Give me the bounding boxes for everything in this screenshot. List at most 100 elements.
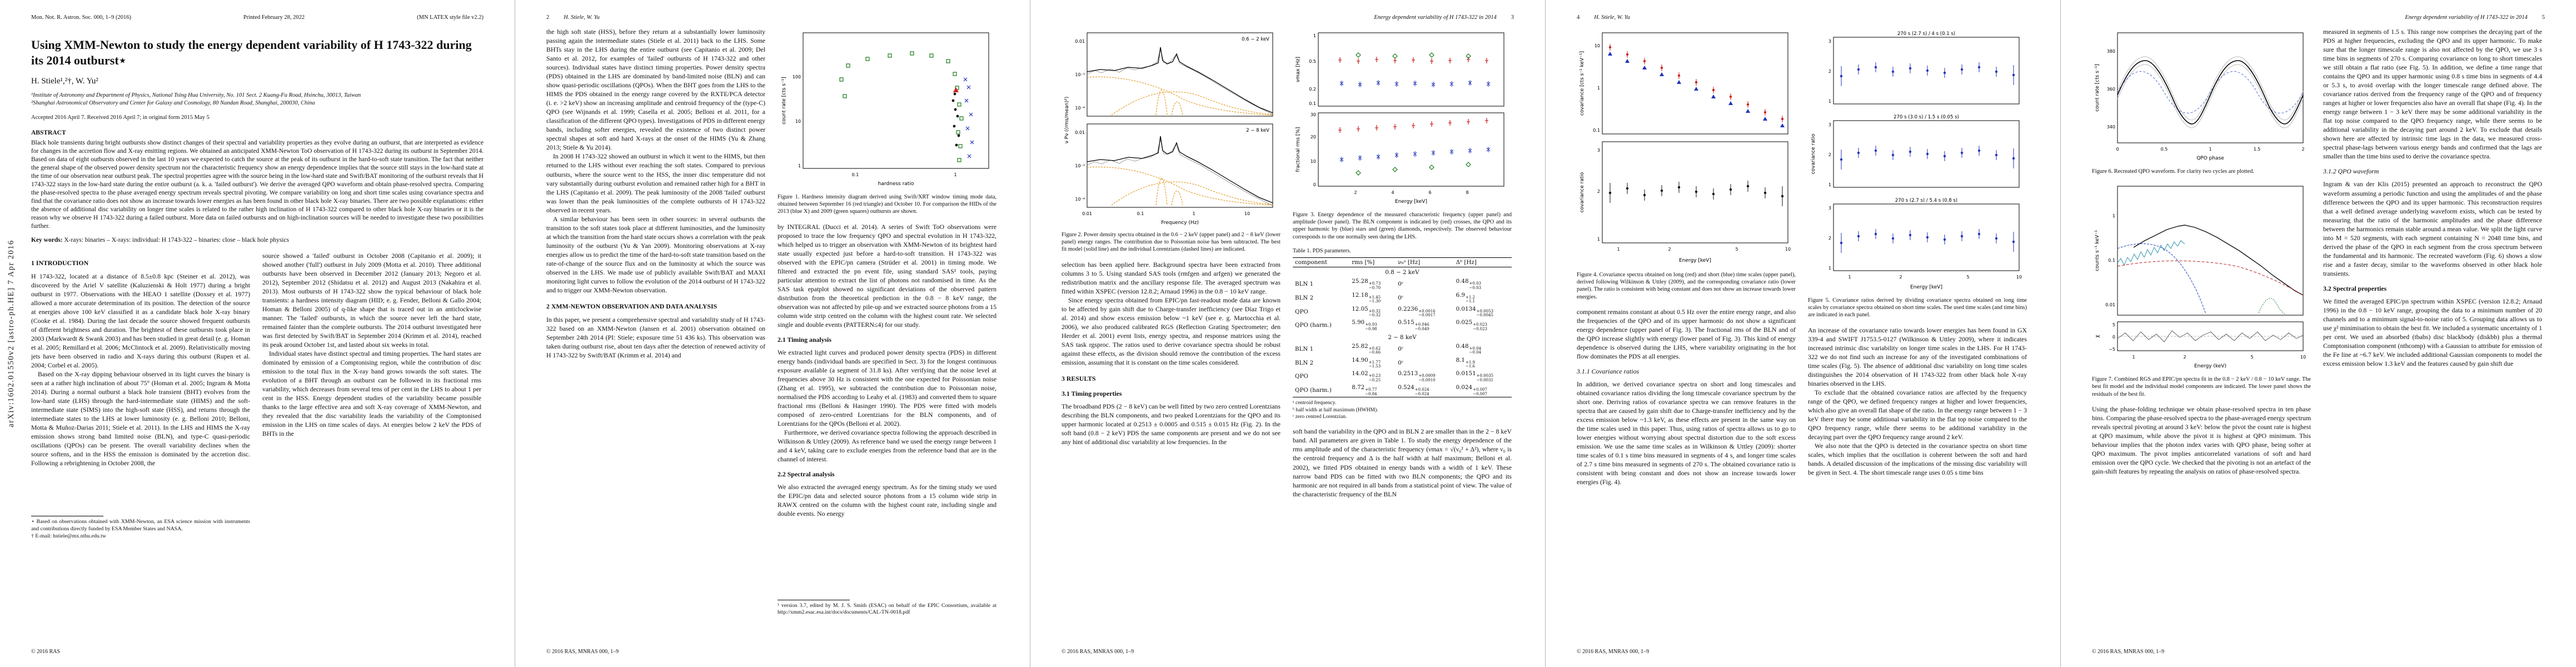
tick-label: 10 bbox=[2016, 275, 2022, 280]
tick-label: 1.5 bbox=[2254, 147, 2261, 152]
ratio-points-3 bbox=[1840, 232, 2015, 245]
tick-label: 1 bbox=[1828, 182, 1831, 187]
waveform-total bbox=[2117, 60, 2304, 125]
running-head: 4 H. Stiele, W. Yu bbox=[1577, 14, 2029, 21]
page-footer: © 2016 RAS, MNRAS 000, 1–9 bbox=[1062, 649, 1134, 655]
figure-7-plot: 1 0.1 0.01 5 0 −5 1 2 5 10 Energy (keV) … bbox=[2095, 186, 2306, 369]
body-paragraph: Furthermore, we derived covariance spect… bbox=[778, 429, 996, 464]
tick-label: 1 bbox=[2209, 147, 2211, 152]
x-axis-label: Energy [keV] bbox=[1910, 285, 1942, 290]
body-paragraph: Since energy spectra obtained from EPIC/… bbox=[1062, 296, 1280, 366]
tick-label: 1 bbox=[1192, 211, 1195, 216]
page-3: Energy dependent variability of H 1743-3… bbox=[1030, 0, 1546, 667]
tick-label: 2 bbox=[1354, 190, 1357, 195]
figure-4-plot: 10 1 0.1 3 2 1 1 2 5 10 Energy [keV] cov… bbox=[1580, 32, 1791, 263]
ratio-errorbars-1 bbox=[1841, 62, 2014, 86]
tick-label: 20 bbox=[1311, 135, 1316, 140]
tick-label: 0.2 bbox=[1309, 87, 1316, 92]
tick-label: 8 bbox=[1466, 190, 1468, 195]
column-header: ν₀ᵃ [Hz] bbox=[1396, 257, 1454, 267]
subsection-heading-timing-properties: 3.1 Timing properties bbox=[1062, 389, 1122, 397]
tick-label: 10 bbox=[795, 119, 801, 124]
footnote-email: † E-mail: hstiele@mx.nthu.edu.tw bbox=[31, 532, 106, 539]
table-group-row: 0.8 − 2 keV bbox=[1385, 268, 1419, 276]
y-axis-label: covariance ratio bbox=[1811, 133, 1816, 174]
column-right: 1 0.5 0.2 0.1 30 20 10 0 2 4 6 8 Energy … bbox=[1293, 27, 1512, 616]
table-1-title: Table 1. PDS parameters. bbox=[1293, 247, 1351, 254]
body-paragraph: We also extracted the averaged energy sp… bbox=[778, 483, 996, 518]
tick-label: 0.5 bbox=[1309, 59, 1316, 64]
tick-label: 1 bbox=[798, 163, 801, 168]
tick-label: 340 bbox=[2107, 125, 2115, 130]
page-footer: © 2016 RAS, MNRAS 000, 1–9 bbox=[1577, 649, 1650, 655]
figure-4: 10 1 0.1 3 2 1 1 2 5 10 Energy [keV] cov… bbox=[1577, 28, 1796, 301]
waveform-error-band-upper bbox=[2117, 56, 2304, 121]
tick-label: 2 bbox=[1899, 275, 1902, 280]
two-column-body: 10 1 0.1 3 2 1 1 2 5 10 Energy [keV] cov… bbox=[1577, 27, 2029, 616]
figure-1-caption: Figure 1. Hardness intensity diagram der… bbox=[778, 194, 996, 215]
page-number: 3 bbox=[1511, 14, 1514, 21]
table-row: BLN 2 12.18 +1.45 −1.30 0ᶜ 6.9 +1.2 −1.1 bbox=[1295, 292, 1475, 304]
tick-label: 0.01 bbox=[1082, 211, 1092, 216]
tick-label: 0.01 bbox=[1075, 130, 1085, 135]
running-head: Energy dependent variability of H 1743-3… bbox=[1062, 14, 1514, 21]
body-paragraph: component remains constant at about 0.5 … bbox=[1577, 307, 1796, 360]
y-axis-label: ν Pν ((rms/mean)²) bbox=[1064, 97, 1070, 143]
two-column-body: 1 INTRODUCTION H 1743-322, located at a … bbox=[31, 251, 484, 540]
tick-label: 5 bbox=[2112, 322, 2115, 327]
tick-label: 2 bbox=[1597, 189, 1600, 194]
ratio-errorbars bbox=[1610, 181, 1783, 206]
panel-title: 270 s (2.7 s) / 4 s (0.1 s) bbox=[1897, 31, 1955, 37]
panel-label: 2 − 8 keV bbox=[1246, 128, 1269, 133]
tick-label: 1 bbox=[1828, 99, 1831, 104]
harmonic-green-diamonds bbox=[1356, 52, 1471, 59]
running-authors: H. Stiele, W. Yu bbox=[564, 14, 600, 21]
two-column-body: 0.6 − 2 keV 2 − 8 keV 0.01 0.1 1 10 0.01… bbox=[1062, 27, 1514, 616]
tick-label: 6 bbox=[1428, 190, 1431, 195]
waveform-fundamental-dashed bbox=[2117, 71, 2304, 113]
tick-label: 3 bbox=[1828, 39, 1831, 44]
table-header-row: component rms [%] ν₀ᵃ [Hz] Δᵇ [Hz] bbox=[1293, 257, 1512, 267]
abstract-heading: ABSTRACT bbox=[31, 130, 66, 137]
column-right: measured in segments of 1.5 s. This rang… bbox=[2323, 27, 2542, 616]
tick-label: 1 bbox=[1828, 266, 1831, 271]
tick-label: 0.1 bbox=[1309, 101, 1316, 106]
panel-title: 270 s (3.0 s) / 1.5 s (0.05 s) bbox=[1894, 115, 1959, 120]
harmonic-green-diamonds-rms bbox=[1356, 162, 1471, 176]
tick-label: 3 bbox=[1597, 148, 1600, 153]
page-2: 2 H. Stiele, W. Yu the high soft state (… bbox=[515, 0, 1030, 667]
tick-label: 0 bbox=[2116, 147, 2119, 152]
body-paragraph: In this paper, we present a comprehensiv… bbox=[546, 315, 765, 360]
x-axis-label: QPO phase bbox=[2196, 156, 2224, 161]
panel-label: 0.6 − 2 keV bbox=[1242, 37, 1269, 42]
body-paragraph: We also note that the QPO is detected in… bbox=[1808, 441, 2027, 477]
tick-label: 5 bbox=[2250, 355, 2253, 360]
tick-label: 3 bbox=[1828, 122, 1831, 127]
figure-5-plot: 270 s (2.7 s) / 4 s (0.1 s) 270 s (3.0 s… bbox=[1811, 31, 2022, 290]
tick-label: 10 bbox=[1595, 43, 1600, 48]
column-left: 0 0.5 1 1.5 2 380 360 340 QPO phase coun… bbox=[2092, 27, 2311, 616]
page-1: Mon. Not. R. Astron. Soc. 000, 1–9 (2016… bbox=[0, 0, 515, 667]
rgs-data bbox=[2117, 240, 2185, 266]
waveform-error-band-lower bbox=[2117, 64, 2304, 128]
tick-label: 1 bbox=[1617, 247, 1620, 252]
body-paragraph: Based on the X-ray dipping behaviour obs… bbox=[31, 370, 250, 467]
page-number: 4 bbox=[1577, 14, 1580, 21]
tick-label: 0.01 bbox=[1075, 39, 1085, 44]
column-left: 1 INTRODUCTION H 1743-322, located at a … bbox=[31, 251, 250, 540]
body-paragraph: To exclude that the obtained covariance … bbox=[1808, 388, 2027, 441]
tick-label: 2 bbox=[2183, 355, 2186, 360]
tick-label: 2 bbox=[1828, 152, 1831, 157]
table-row: BLN 1 25.28 +0.73 −0.70 0ᶜ 0.48 +0.03 −0.03 bbox=[1295, 278, 1481, 290]
figure-5-caption: Figure 5. Covariance ratios derived by d… bbox=[1808, 297, 2027, 318]
tick-label: 380 bbox=[2107, 49, 2115, 54]
body-paragraph: Using the phase-folding technique we obt… bbox=[2092, 405, 2311, 475]
section-heading-observations: 2 XMM-NEWTON OBSERVATION AND DATA ANALYS… bbox=[546, 302, 718, 310]
table-row: QPO (harm.) 5.90 +0.93 −0.98 0.515 +0.046 −0.0… bbox=[1295, 319, 1487, 331]
page-4: 4 H. Stiele, W. Yu bbox=[1546, 0, 2061, 667]
tick-label: 0.1 bbox=[852, 172, 859, 177]
tick-label: 0 bbox=[2112, 335, 2115, 340]
tick-label: 10 bbox=[1785, 247, 1791, 252]
y-axis-label: count rate [cts s⁻¹] bbox=[2095, 64, 2100, 112]
